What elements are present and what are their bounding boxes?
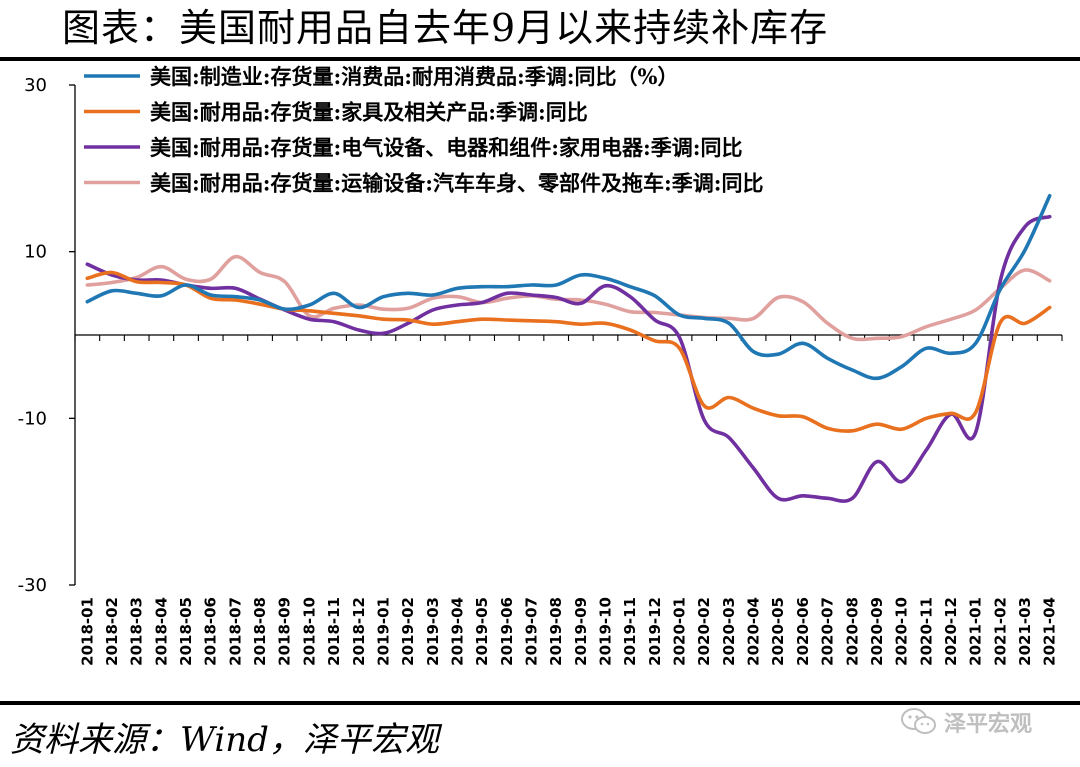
wechat-icon (901, 708, 936, 734)
x-tick-label: 2018-02 (103, 597, 121, 666)
x-tick-label: 2020-04 (745, 597, 763, 666)
y-tick-label: -10 (18, 408, 47, 429)
legend-label: 美国:耐用品:存货量:运输设备:汽车车身、零部件及拖车:季调:同比 (150, 171, 764, 196)
x-tick-label: 2020-08 (843, 597, 861, 666)
x-tick-label: 2020-03 (720, 597, 738, 666)
axes: 30 10 -10 -30 2018-01 2018-02 2018-03 2018-04 20… (18, 75, 1063, 666)
x-tick-label: 2018-10 (300, 597, 318, 666)
x-tick-label: 2018-03 (128, 597, 146, 666)
watermark: 泽平宏观 (900, 705, 1032, 739)
x-tick-label: 2019-11 (621, 597, 639, 666)
series-line-1 (85, 194, 1052, 381)
x-tick-label: 2018-01 (78, 597, 96, 666)
legend-label: 美国:制造业:存货量:消费品:耐用消费品:季调:同比（%） (150, 64, 678, 89)
source-note: 资料来源：Wind，泽平宏观 (10, 720, 439, 760)
chart-title: 图表：美国耐用品自去年9月以来持续补库存 (62, 6, 829, 50)
x-tick-label: 2019-08 (547, 597, 565, 666)
y-tick-label: 30 (24, 75, 47, 96)
x-tick-label: 2019-07 (522, 597, 540, 666)
x-tick-label: 2020-05 (769, 597, 787, 666)
x-tick-label: 2021-02 (991, 597, 1009, 666)
watermark-text: 泽平宏观 (944, 712, 1033, 737)
y-tick-label: 10 (24, 242, 47, 263)
series-lines (85, 194, 1052, 503)
x-tick-label: 2018-12 (350, 597, 368, 666)
bottom-rule (0, 701, 1080, 705)
x-tick-label: 2019-04 (448, 597, 466, 666)
x-tick-label: 2020-09 (868, 597, 886, 666)
x-tick-label: 2018-06 (202, 597, 220, 666)
x-tick-label: 2018-09 (276, 597, 294, 666)
x-tick-label: 2019-10 (597, 597, 615, 666)
line-chart: 30 10 -10 -30 2018-01 2018-02 2018-03 2018-04 20… (18, 64, 1063, 666)
legend: 美国:制造业:存货量:消费品:耐用消费品:季调:同比（%） 美国:耐用品:存货量:… (84, 64, 764, 196)
x-tick-label: 2020-10 (893, 597, 911, 666)
x-tick-label: 2021-04 (1041, 597, 1059, 666)
legend-label: 美国:耐用品:存货量:电气设备、电器和组件:家用电器:季调:同比 (150, 135, 743, 160)
x-tick-label: 2019-03 (424, 597, 442, 666)
x-tick-label: 2019-12 (646, 597, 664, 666)
x-tick-label: 2018-07 (226, 597, 244, 666)
top-rule (0, 57, 1080, 61)
series-line-2 (85, 270, 1052, 433)
x-tick-label: 2019-06 (498, 597, 516, 666)
x-tick-label: 2021-03 (1016, 597, 1034, 666)
x-tick-label: 2020-02 (695, 597, 713, 666)
x-tick-label: 2019-01 (374, 597, 392, 666)
x-tick-label: 2018-05 (177, 597, 195, 666)
series-line-4 (85, 254, 1052, 342)
y-tick-label: -30 (18, 575, 47, 596)
series-line-3 (85, 214, 1052, 503)
legend-label: 美国:耐用品:存货量:家具及相关产品:季调:同比 (150, 100, 588, 125)
x-tick-label: 2021-01 (967, 597, 985, 666)
x-tick-label: 2018-11 (325, 597, 343, 666)
x-tick-label: 2018-08 (251, 597, 269, 666)
x-tick-label: 2019-02 (399, 597, 417, 666)
x-tick-label: 2019-09 (572, 597, 590, 666)
x-tick-label: 2020-11 (917, 597, 935, 666)
x-tick-label: 2020-01 (671, 597, 689, 666)
x-tick-label: 2020-12 (942, 597, 960, 666)
x-tick-label: 2020-07 (819, 597, 837, 666)
x-tick-label: 2019-05 (473, 597, 491, 666)
x-tick-label: 2018-04 (152, 597, 170, 666)
x-tick-label: 2020-06 (794, 597, 812, 666)
